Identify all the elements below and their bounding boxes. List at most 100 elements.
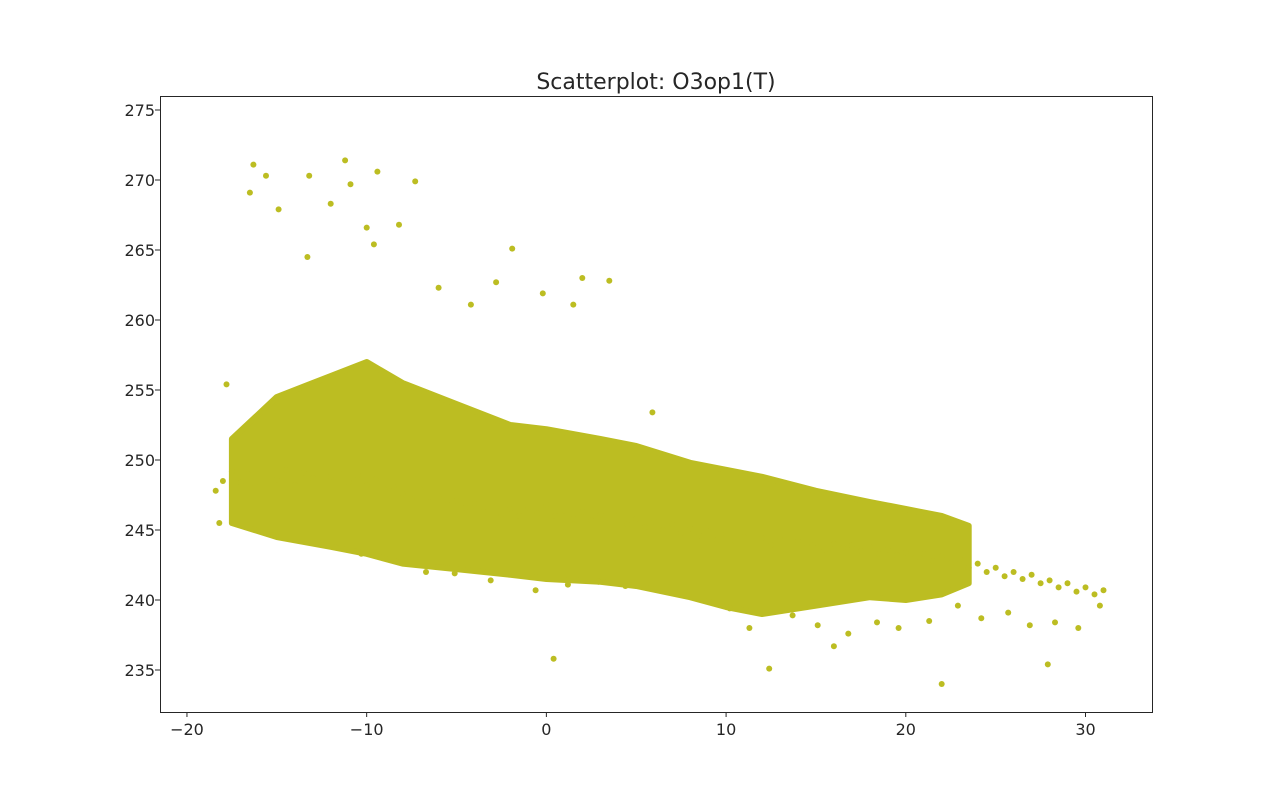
data-point <box>884 546 891 553</box>
data-point <box>489 503 496 510</box>
data-point <box>270 532 277 539</box>
data-point <box>1064 580 1071 587</box>
data-point <box>588 517 595 524</box>
data-point <box>1005 609 1012 616</box>
x-tick-label: 0 <box>541 720 551 739</box>
data-point <box>669 521 676 528</box>
y-tick-label: 245 <box>124 521 155 540</box>
data-point <box>327 200 334 207</box>
data-point <box>947 560 954 567</box>
data-point <box>1096 602 1103 609</box>
data-point <box>363 482 370 489</box>
data-point <box>595 578 602 585</box>
data-point <box>381 486 388 493</box>
data-point <box>363 224 370 231</box>
data-point <box>498 511 505 518</box>
data-point <box>866 543 873 550</box>
data-point <box>263 492 269 498</box>
data-point <box>911 555 918 561</box>
data-point <box>212 487 219 494</box>
data-point <box>570 515 577 522</box>
data-point <box>493 279 500 286</box>
y-tick-label: 250 <box>124 451 155 470</box>
data-point <box>534 510 541 517</box>
data-point <box>304 254 311 260</box>
data-point <box>1044 661 1051 668</box>
data-point <box>417 486 424 493</box>
data-point <box>1046 577 1053 584</box>
data-point <box>705 528 712 535</box>
data-point <box>1073 588 1080 595</box>
data-point <box>390 483 397 490</box>
data-point <box>509 245 516 252</box>
data-point <box>857 548 864 554</box>
data-point <box>250 161 257 168</box>
data-point <box>723 531 730 538</box>
data-point <box>848 542 855 549</box>
data-point <box>956 556 963 563</box>
data-point <box>606 277 613 284</box>
data-point <box>938 681 945 687</box>
data-point <box>1010 569 1017 575</box>
data-point <box>471 500 478 507</box>
y-tick-label: 240 <box>124 591 155 610</box>
data-point <box>938 553 945 560</box>
data-point <box>651 518 658 525</box>
data-point <box>525 504 532 511</box>
data-point <box>665 584 672 591</box>
data-point <box>315 539 322 546</box>
data-point <box>399 490 406 497</box>
data-point <box>1028 571 1035 578</box>
data-point <box>374 168 381 175</box>
data-point <box>426 499 433 505</box>
data-point <box>633 515 640 522</box>
data-point <box>978 615 985 622</box>
data-point <box>750 541 756 547</box>
data-point <box>777 536 783 543</box>
x-tick-label: 20 <box>896 720 916 739</box>
data-point <box>487 577 494 584</box>
y-tick-label: 265 <box>124 241 155 260</box>
data-point <box>895 625 902 631</box>
data-point <box>759 535 765 542</box>
x-axis: −20 −10 0 10 20 30 <box>170 712 1096 739</box>
data-point <box>624 521 631 528</box>
data-point <box>1055 584 1062 591</box>
data-point <box>263 172 269 179</box>
data-point <box>926 618 933 624</box>
y-tick-label: 270 <box>124 171 155 190</box>
data-point <box>746 625 753 631</box>
data-point <box>622 583 629 589</box>
data-point <box>893 552 900 559</box>
data-point <box>306 172 313 179</box>
data-point <box>372 476 379 483</box>
data-point <box>696 532 703 539</box>
data-point <box>327 473 334 480</box>
data-point <box>830 541 837 547</box>
data-point <box>714 536 721 543</box>
data-point <box>550 655 557 662</box>
data-point <box>252 483 259 490</box>
data-point <box>649 409 656 416</box>
data-point <box>216 520 223 526</box>
data-point <box>228 468 235 475</box>
data-point <box>830 643 837 650</box>
data-point <box>396 221 402 228</box>
data-point <box>1091 591 1098 598</box>
data-point <box>786 541 792 547</box>
data-point <box>451 570 458 577</box>
data-point <box>543 501 550 508</box>
data-point <box>804 543 810 550</box>
y-axis: 235 240 245 250 255 260 265 270 275 <box>124 101 160 680</box>
data-point <box>992 564 999 571</box>
data-point <box>273 476 280 483</box>
data-point <box>532 587 539 594</box>
data-point <box>570 301 577 308</box>
data-point <box>821 546 828 553</box>
data-point <box>516 513 523 519</box>
data-point <box>726 605 733 612</box>
data-point <box>444 501 451 508</box>
data-point <box>965 564 972 571</box>
